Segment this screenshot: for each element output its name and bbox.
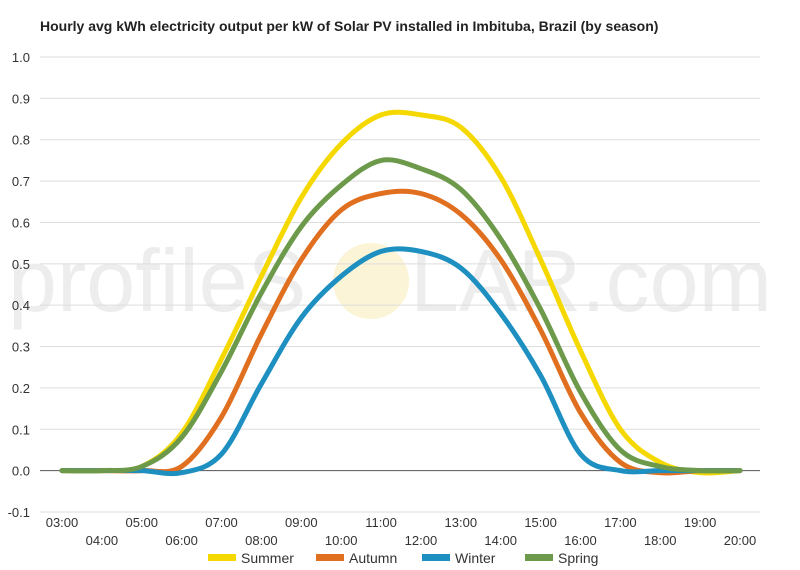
y-tick-label: 0.9 [12, 91, 30, 106]
chart-title: Hourly avg kWh electricity output per kW… [40, 18, 659, 34]
legend-label-autumn: Autumn [349, 550, 397, 566]
x-tick-label: 09:00 [285, 515, 318, 530]
x-tick-label: 04:00 [86, 533, 119, 548]
legend: Summer Autumn Winter Spring [208, 550, 598, 566]
x-tick-label: 17:00 [604, 515, 637, 530]
y-tick-label: 0.8 [12, 133, 30, 148]
x-tick-label: 11:00 [365, 515, 397, 530]
legend-label-winter: Winter [455, 550, 496, 566]
y-tick-label: 0.3 [12, 340, 30, 355]
x-tick-label: 19:00 [684, 515, 717, 530]
series-line-autumn [59, 188, 743, 476]
x-tick-label: 13:00 [445, 515, 478, 530]
y-tick-label: 0.6 [12, 215, 30, 230]
watermark-sun-icon [333, 243, 409, 319]
y-tick-label: 0.2 [12, 381, 30, 396]
legend-label-spring: Spring [558, 550, 598, 566]
watermark-text-right: LAR.com [410, 231, 772, 330]
y-axis-ticks: 1.0 0.9 0.8 0.7 0.6 0.5 0.4 0.3 0.2 0.1 0.0 -0.1 [8, 50, 30, 520]
x-tick-label: 07:00 [205, 515, 238, 530]
legend-swatch-summer [208, 554, 236, 561]
y-tick-label: 0.4 [12, 298, 30, 313]
y-tick-label: -0.1 [8, 505, 30, 520]
x-tick-label: 06:00 [165, 533, 198, 548]
series-line-summer [59, 109, 743, 476]
y-tick-label: 0.7 [12, 174, 30, 189]
x-tick-label: 08:00 [245, 533, 278, 548]
y-tick-label: 0.1 [12, 422, 30, 437]
series-line-winter [59, 246, 743, 477]
y-tick-label: 0.5 [12, 257, 30, 272]
x-tick-label: 10:00 [325, 533, 358, 548]
legend-swatch-spring [525, 554, 553, 561]
x-tick-label: 20:00 [724, 533, 757, 548]
legend-label-summer: Summer [241, 550, 294, 566]
series-lines [59, 109, 743, 477]
x-tick-label: 03:00 [46, 515, 79, 530]
y-tick-label: 0.0 [12, 464, 30, 479]
x-tick-label: 05:00 [125, 515, 158, 530]
x-tick-label: 14:00 [484, 533, 517, 548]
x-axis-ticks: 03:00 04:00 05:00 06:00 07:00 08:00 09:00 10:00… [46, 515, 757, 548]
x-tick-label: 18:00 [644, 533, 677, 548]
x-tick-label: 16:00 [564, 533, 597, 548]
watermark: profileS LAR.com [8, 231, 772, 330]
x-tick-label: 15:00 [524, 515, 557, 530]
y-tick-label: 1.0 [12, 50, 30, 65]
series-line-spring [59, 157, 743, 474]
legend-swatch-winter [422, 554, 450, 561]
legend-swatch-autumn [316, 554, 344, 561]
x-tick-label: 12:00 [405, 533, 438, 548]
